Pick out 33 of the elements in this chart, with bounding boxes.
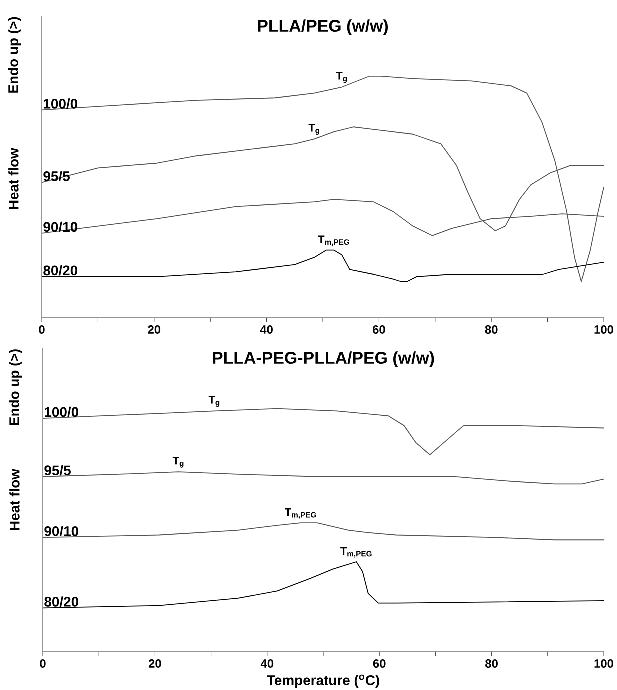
series-label: 90/10 xyxy=(44,526,79,536)
x-tick-label: 100 xyxy=(594,660,614,668)
text: Endo up (>) xyxy=(8,17,22,93)
y-axis-title: Heat flow xyxy=(8,148,19,210)
series-label: 90/10 xyxy=(44,222,78,232)
annotation: T$_{m,PEG}$ xyxy=(285,508,316,519)
chart-title: PLLA/PEG (w/w) xyxy=(258,20,388,36)
x-tick-label: 80 xyxy=(486,660,498,668)
annotation: T$_{g}$ xyxy=(172,457,184,468)
series-label: 100/0 xyxy=(45,406,79,418)
x-tick-label: 0 xyxy=(39,326,45,334)
series-label: 80/20 xyxy=(44,596,79,608)
annotation: T$_{g}$ xyxy=(208,396,220,408)
y-axis-title: Heat flow xyxy=(10,468,20,530)
series-label: 80/20 xyxy=(44,265,78,276)
x-tick-label: 60 xyxy=(373,660,386,668)
annotation: T$_{m,PEG}$ xyxy=(318,236,350,246)
series-label: 100/0 xyxy=(44,98,78,110)
x-tick-label: 0 xyxy=(40,660,46,668)
x-tick-label: 40 xyxy=(260,326,273,334)
series-label: 95/5 xyxy=(44,465,71,476)
annotation: T$_{g}$ xyxy=(308,124,320,136)
text: Endo up (>) xyxy=(9,350,22,426)
chart-title: PLLA-PEG-PLLA/PEG (w/w) xyxy=(213,352,434,368)
x-tick-label: 20 xyxy=(148,326,161,334)
x-tick-label: 60 xyxy=(372,326,386,334)
x-tick-label: 20 xyxy=(148,660,162,668)
x-tick-label: 100 xyxy=(594,326,614,334)
x-axis-title: Temperature ($^{o}$C) xyxy=(267,674,380,688)
x-tick-label: 80 xyxy=(485,326,498,334)
annotation: T$_{g}$ xyxy=(336,72,348,84)
annotation: T$_{m,PEG}$ xyxy=(340,547,372,558)
x-tick-label: 40 xyxy=(260,660,274,668)
